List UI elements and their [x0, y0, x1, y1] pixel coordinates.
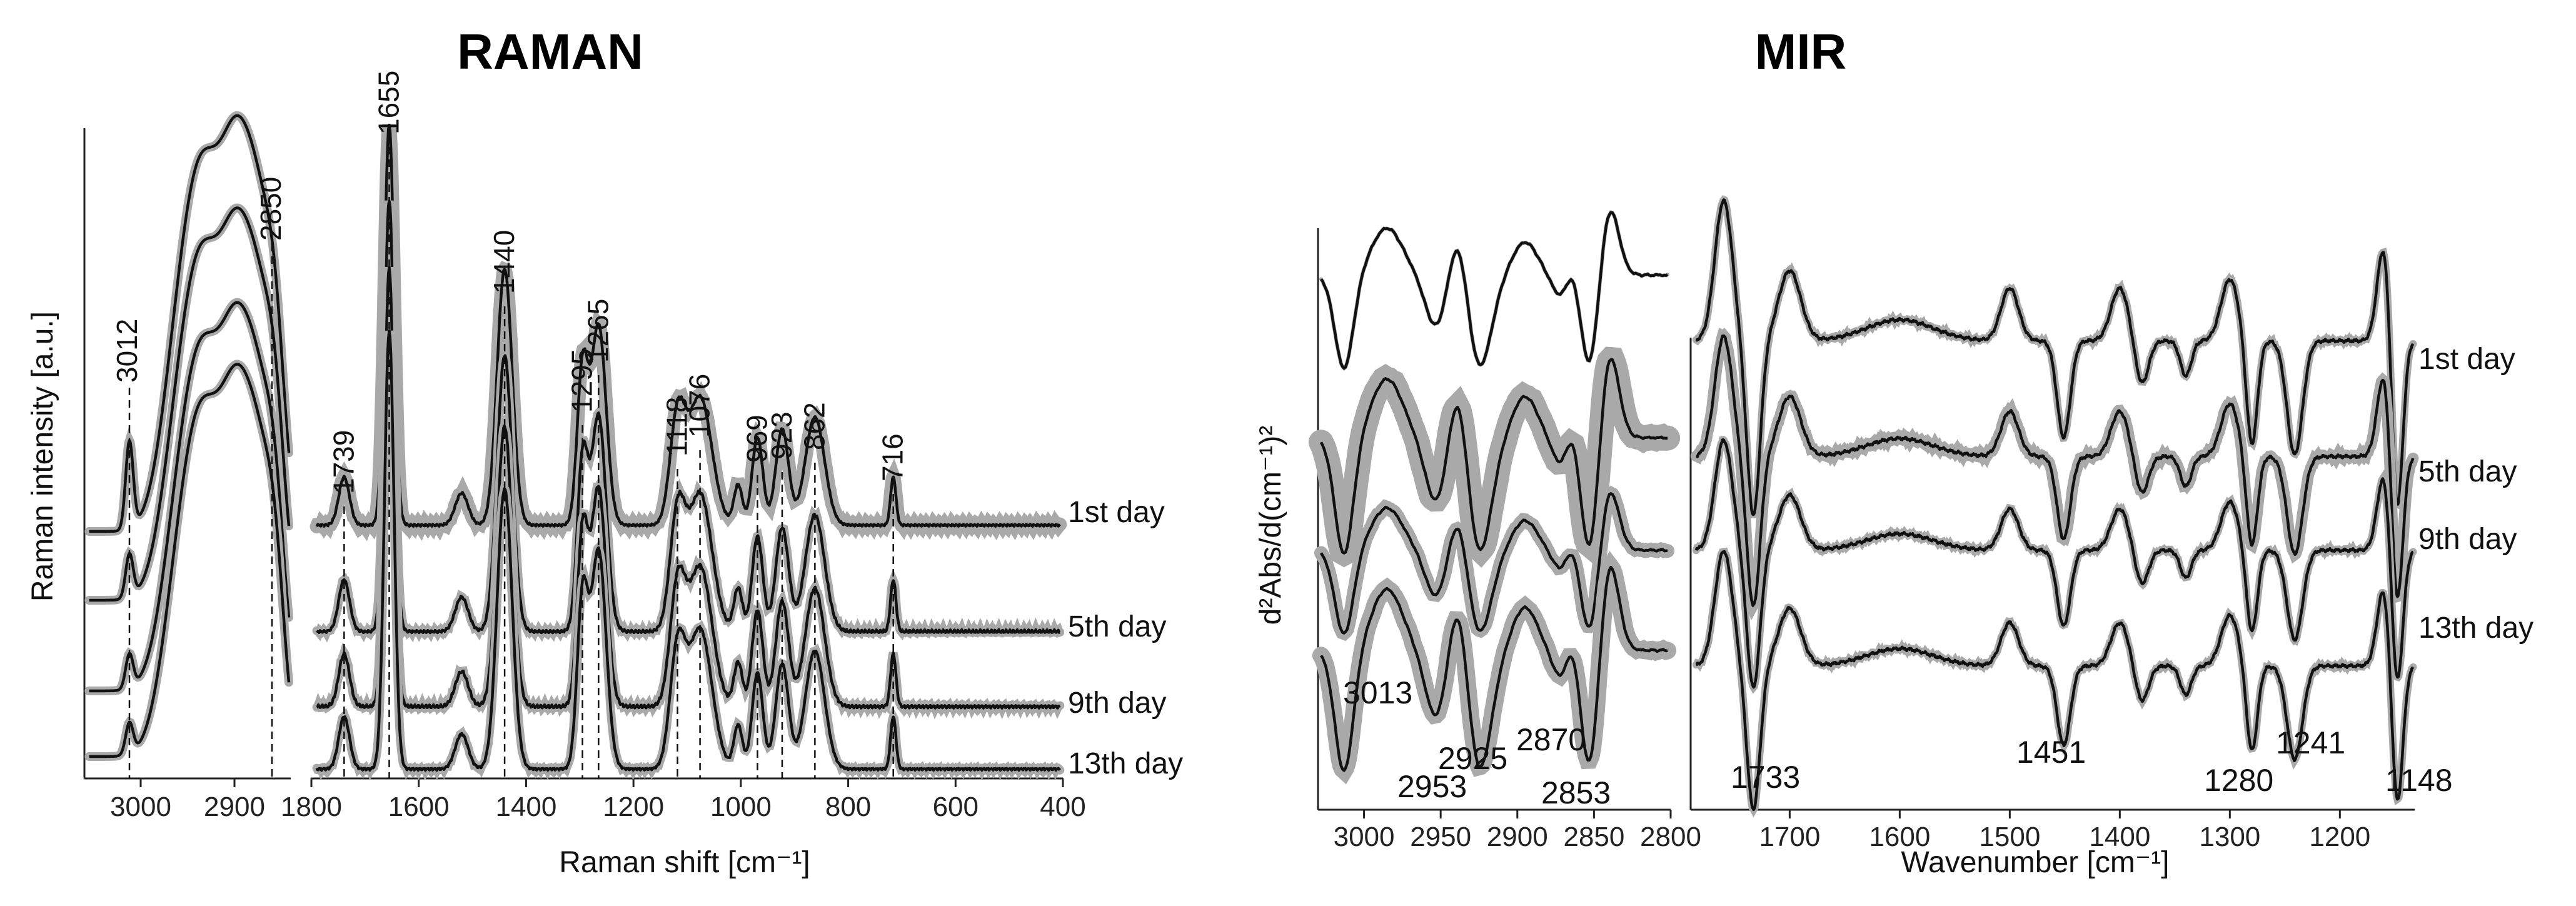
mir-peak-2953: 2953 [1397, 769, 1467, 804]
mir-x-label: Wavenumber [cm⁻¹] [1901, 846, 2170, 879]
mir-xtick-label: 3000 [1334, 822, 1395, 852]
raman-peak-1118: 1118 [661, 396, 693, 456]
raman-peak-1076: 1076 [683, 374, 716, 438]
raman-peak-2850: 2850 [254, 177, 287, 241]
raman-peak-1739: 1739 [327, 430, 360, 494]
raman-title: RAMAN [457, 24, 643, 79]
mir-peak-2853: 2853 [1541, 775, 1611, 810]
raman-xtick-label: 2900 [204, 792, 265, 822]
raman-xtick-label: 1200 [603, 792, 664, 822]
raman-ch-line-2 [88, 206, 291, 602]
raman-xtick-label: 3000 [110, 792, 171, 822]
raman-ch-line-1 [88, 114, 291, 533]
raman-fp-band-1 [309, 123, 1067, 541]
mir-peak-2870: 2870 [1516, 722, 1586, 757]
mir-ch-line-2 [1319, 358, 1668, 555]
mir-xtick-label: 2900 [1487, 822, 1548, 852]
mir-peak-1733: 1733 [1731, 760, 1800, 795]
raman-fp-line-1 [315, 123, 1061, 528]
mir-ch-band-1 [1319, 210, 1670, 371]
raman-peak-923: 923 [765, 411, 798, 460]
mir-xtick-label: 1200 [2309, 822, 2370, 852]
raman-peak-969: 969 [740, 415, 773, 463]
raman-day-5: 5th day [1068, 610, 1166, 643]
raman-fp-line-2 [316, 199, 1061, 635]
raman-day-13: 13th day [1068, 747, 1183, 780]
raman-y-label: Raman intensity [a.u.] [26, 311, 59, 601]
mir-y-label: d²Abs/d(cm⁻¹)² [1254, 426, 1287, 625]
raman-ch-line-4 [88, 363, 291, 758]
mir-xtick-label: 1500 [1979, 822, 2040, 852]
mir-xtick-label: 2800 [1640, 822, 1701, 852]
mir-fp-line-4 [1695, 550, 2415, 812]
mir-xtick-label: 1700 [1759, 822, 1820, 852]
raman-fp-line-4 [315, 330, 1061, 772]
raman-x-label: Raman shift [cm⁻¹] [559, 846, 810, 879]
mir-xtick-label: 1300 [2199, 822, 2260, 852]
mir-peak-3013: 3013 [1343, 675, 1412, 710]
mir-xtick-label: 1400 [2089, 822, 2150, 852]
mir-ch-line-3 [1319, 492, 1668, 635]
mir-fp-line-2 [1695, 334, 2415, 607]
raman-peak-1655: 1655 [372, 71, 405, 134]
mir-peak-2925: 2925 [1438, 741, 1507, 776]
mir-xtick-label: 1600 [1869, 822, 1930, 852]
raman-xtick-label: 1000 [710, 792, 772, 822]
mir-xtick-label: 2950 [1410, 822, 1471, 852]
mir-day-13: 13th day [2418, 612, 2533, 645]
mir-chart: 3000 2950 2900 2850 2800 1700 1600 1500 1400 1300… [1308, 195, 2453, 852]
mir-xtick-label: 2850 [1563, 822, 1624, 852]
mir-peak-1451: 1451 [2016, 735, 2086, 770]
mir-fp-line-1 [1695, 198, 2415, 516]
raman-peak-1295: 1295 [566, 349, 598, 413]
raman-day-1: 1st day [1068, 496, 1165, 529]
mir-ch-line-4 [1320, 565, 1668, 772]
mir-ch-line-1 [1320, 211, 1669, 370]
mir-peak-1241: 1241 [2276, 725, 2345, 760]
mir-day-9: 9th day [2418, 523, 2517, 556]
raman-xtick-label: 1400 [495, 792, 556, 822]
raman-chart: 3000 2900 1800 1600 1400 1200 1000 800 600 400 301… [83, 71, 1086, 822]
mir-title: MIR [1755, 24, 1847, 79]
raman-xtick-label: 800 [825, 792, 871, 822]
raman-peak-716: 716 [877, 433, 909, 481]
raman-xtick-label: 1800 [281, 792, 342, 822]
raman-peak-1440: 1440 [488, 230, 520, 294]
mir-fp-line-3 [1694, 438, 2414, 689]
raman-ch-line-3 [88, 301, 291, 693]
raman-ch-band-4 [84, 360, 293, 761]
raman-day-9: 9th day [1068, 687, 1166, 720]
raman-xtick-label: 400 [1040, 792, 1085, 822]
raman-peak-862: 862 [798, 402, 830, 450]
raman-peak-1265: 1265 [581, 299, 614, 363]
raman-peak-3012: 3012 [111, 319, 143, 383]
raman-fp-line-3 [316, 266, 1061, 710]
mir-day-5: 5th day [2418, 455, 2517, 488]
mir-day-1: 1st day [2418, 343, 2515, 376]
raman-xtick-label: 1600 [388, 792, 450, 822]
mir-peak-1280: 1280 [2204, 763, 2273, 798]
mir-peak-1148: 1148 [2385, 763, 2453, 798]
raman-xtick-label: 600 [933, 792, 979, 822]
